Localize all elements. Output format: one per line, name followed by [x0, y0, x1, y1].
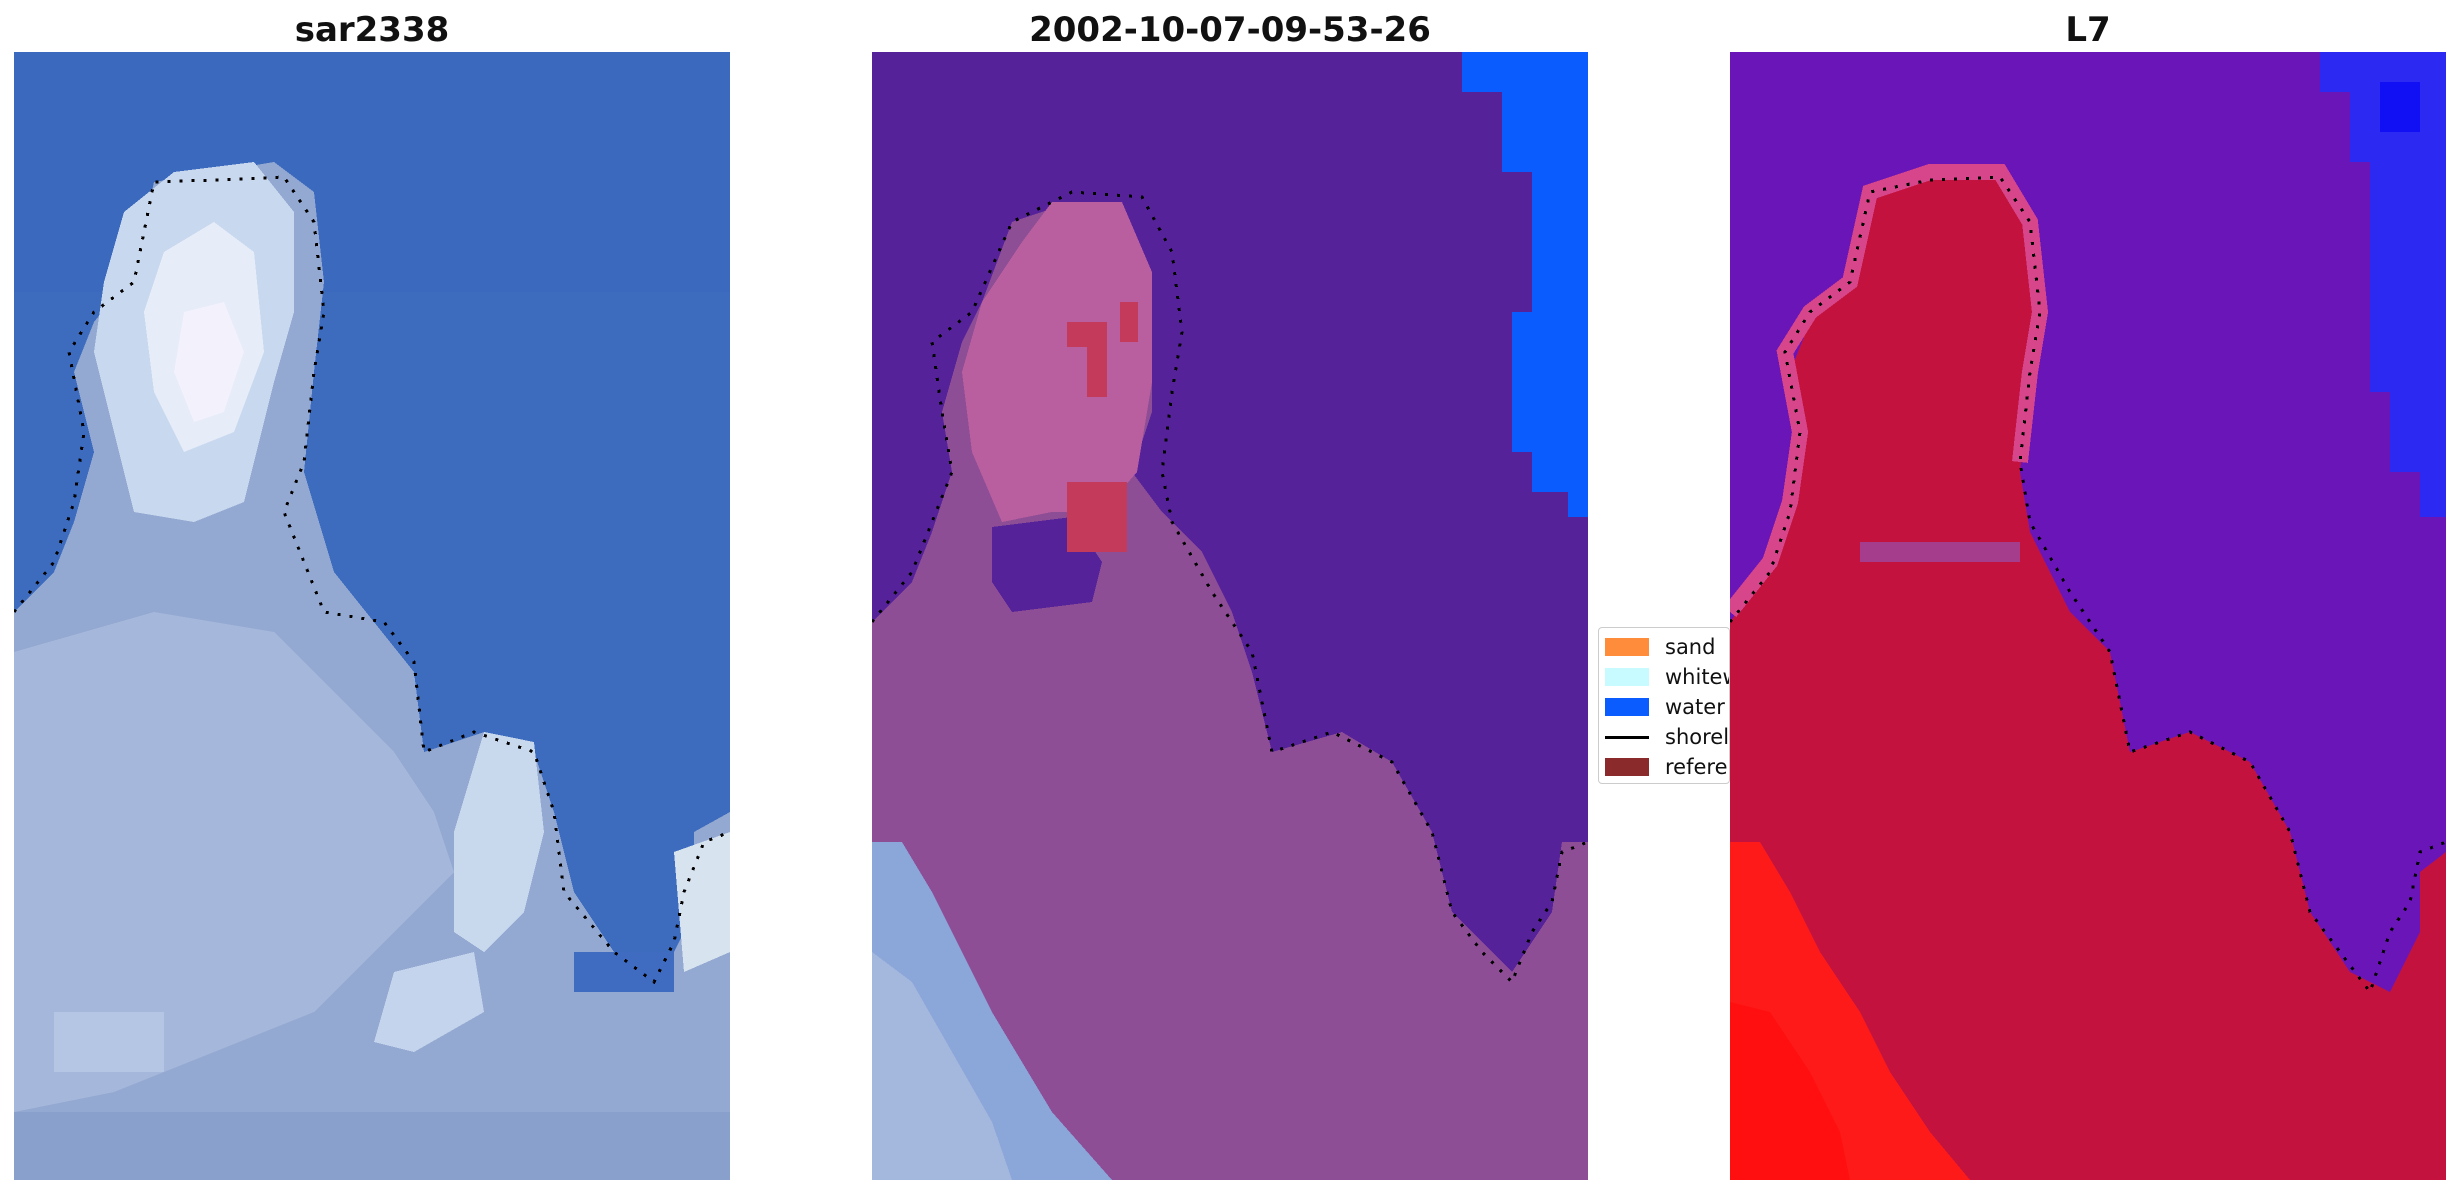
water-swatch [1605, 698, 1649, 716]
legend-label: water [1665, 695, 1725, 719]
whitewater-swatch [1605, 668, 1649, 686]
index-image-panel [1730, 52, 2446, 1180]
panel-title-index: L7 [2065, 10, 2111, 50]
legend-label: sand [1665, 635, 1716, 659]
sand-swatch [1605, 638, 1649, 656]
shoreline-line-swatch [1605, 735, 1649, 739]
legend-item-shoreline: shoreline [1605, 724, 1730, 750]
panel-title-rgb: sar2338 [294, 10, 450, 50]
legend-item-water: water [1605, 694, 1725, 720]
rgb-image-panel [14, 52, 730, 1180]
legend-item-sand: sand [1605, 634, 1715, 660]
reference-swatch [1605, 758, 1649, 776]
classified-image-panel [872, 52, 1588, 1180]
legend-label: reference shoreline [1665, 755, 1729, 779]
panel-title-classified: 2002-10-07-09-53-26 [1029, 10, 1431, 50]
legend-item-reference-shoreline: reference shoreline [1605, 754, 1729, 780]
legend-label: shoreline [1665, 725, 1730, 749]
